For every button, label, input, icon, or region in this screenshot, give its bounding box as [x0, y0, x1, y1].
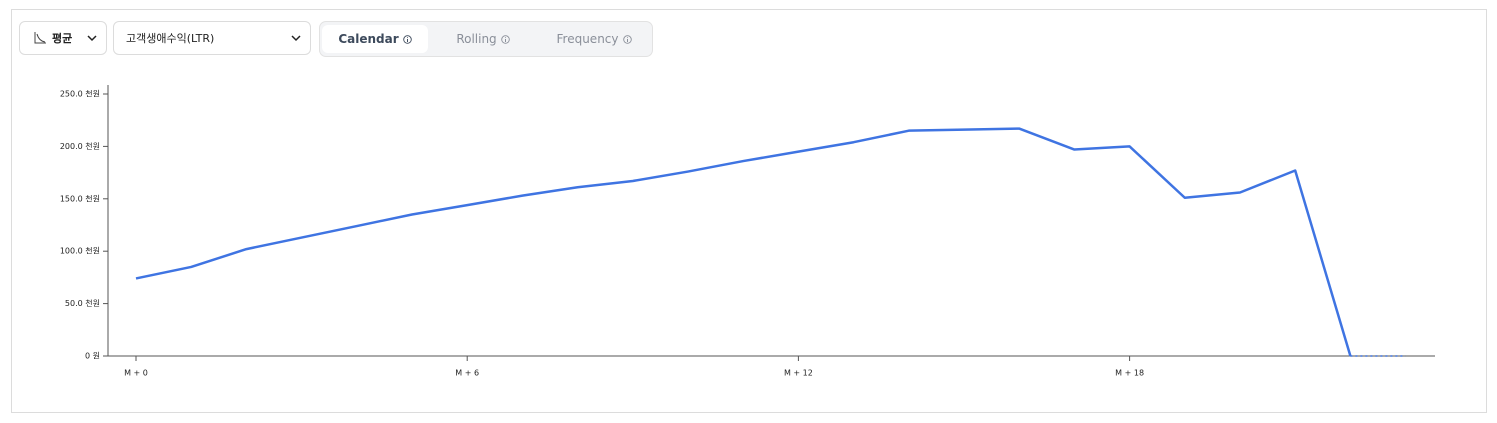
chevron	[87, 35, 97, 42]
tab[interactable]: Calendar	[322, 25, 428, 53]
info-icon	[500, 34, 510, 44]
y-tick-label: 200.0 천원	[60, 141, 100, 151]
x-tick-label: M + 0	[124, 369, 148, 378]
x-tick-label: M + 6	[455, 369, 479, 378]
tab-label: Frequency	[556, 32, 619, 46]
line	[135, 127, 1352, 357]
chart-icon	[34, 32, 46, 44]
tab-label: Calendar	[338, 32, 399, 46]
tab-label: Rolling	[456, 32, 497, 46]
view-tabs: Calendar Rolling Frequency	[319, 21, 653, 57]
x-tick-label: M + 18	[1115, 369, 1144, 378]
tab[interactable]: Frequency	[538, 25, 650, 53]
info-icon	[402, 34, 412, 44]
metric-dropdown[interactable]: 고객생애수익(LTR)	[113, 21, 311, 55]
aggregate-dropdown[interactable]: 평균	[19, 21, 107, 55]
y-tick-label: 100.0 천원	[60, 246, 100, 256]
dropdown-value: 고객생애수익(LTR)	[126, 32, 215, 45]
tab[interactable]: Rolling	[430, 25, 536, 53]
y-tick-label: 0 원	[85, 352, 100, 361]
panel	[11, 9, 1487, 413]
x-tick-label: M + 12	[784, 369, 813, 378]
chevron	[291, 35, 301, 42]
dropdown-value: 평균	[52, 32, 73, 45]
y-tick-label: 250.0 천원	[60, 89, 100, 99]
info-icon	[622, 34, 632, 44]
y-tick-label: 50.0 천원	[65, 298, 100, 308]
y-tick-label: 150.0 천원	[60, 193, 100, 203]
